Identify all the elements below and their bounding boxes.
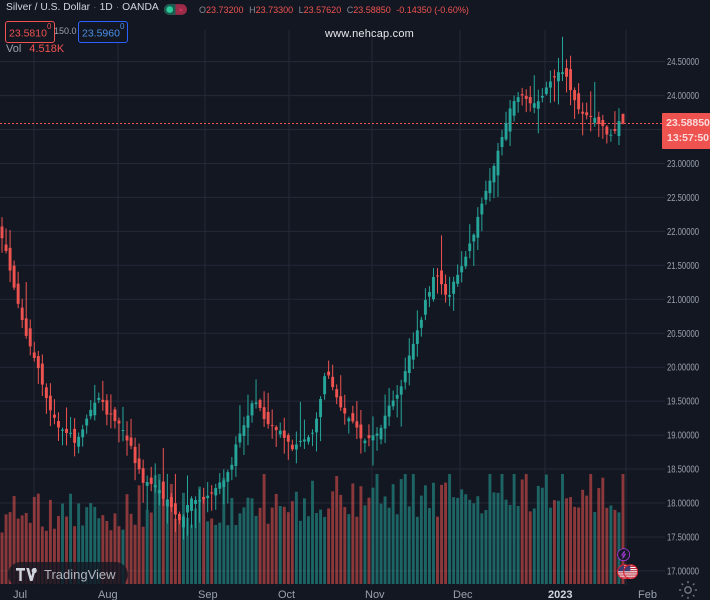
svg-text:18.50000: 18.50000 bbox=[667, 465, 699, 476]
svg-text:≈: ≈ bbox=[178, 7, 182, 14]
svg-text:21.50000: 21.50000 bbox=[667, 261, 699, 272]
svg-text:22.50000: 22.50000 bbox=[667, 193, 699, 204]
svg-text:18.00000: 18.00000 bbox=[667, 499, 699, 510]
svg-text:23.00000: 23.00000 bbox=[667, 159, 699, 170]
svg-text:19.50000: 19.50000 bbox=[667, 397, 699, 408]
svg-text:20.00000: 20.00000 bbox=[667, 363, 699, 374]
svg-text:17.00000: 17.00000 bbox=[667, 566, 699, 577]
svg-text:21.00000: 21.00000 bbox=[667, 295, 699, 306]
svg-text:20.50000: 20.50000 bbox=[667, 329, 699, 340]
svg-text:19.00000: 19.00000 bbox=[667, 431, 699, 442]
svg-text:17.50000: 17.50000 bbox=[667, 533, 699, 544]
svg-text:24.00000: 24.00000 bbox=[667, 91, 699, 102]
svg-text:24.50000: 24.50000 bbox=[667, 57, 699, 68]
svg-text:22.00000: 22.00000 bbox=[667, 227, 699, 238]
